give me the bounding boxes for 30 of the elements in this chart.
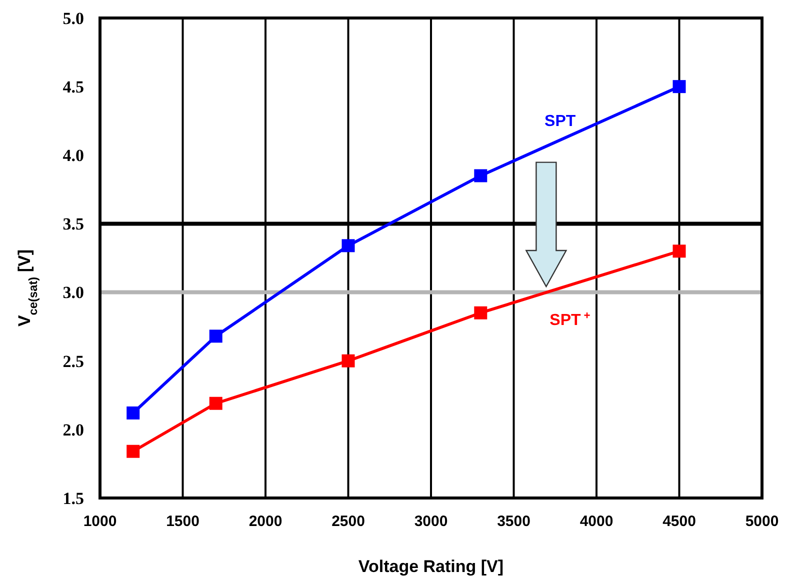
x-tick-label: 1000 <box>83 513 117 530</box>
x-tick-label: 2500 <box>332 513 365 530</box>
series-label: SPT <box>544 113 576 130</box>
point <box>209 396 222 410</box>
x-tick-label: 1500 <box>166 513 200 530</box>
point <box>126 444 140 458</box>
y-tick-label: 3.5 <box>62 214 84 234</box>
point <box>474 169 488 182</box>
x-tick-label: 2000 <box>248 513 282 530</box>
y-tick-label: 5.0 <box>62 8 84 28</box>
point <box>342 239 355 252</box>
x-tick-label: 4000 <box>580 513 614 530</box>
y-tick-label: 4.0 <box>62 146 84 166</box>
point <box>342 354 355 368</box>
point <box>474 306 488 320</box>
y-tick-label: 2.5 <box>62 352 84 371</box>
point <box>672 80 686 94</box>
x-tick-label: 5000 <box>745 513 779 530</box>
y-tick-label: 2.0 <box>62 420 84 440</box>
y-tick-label: 1.5 <box>62 488 84 508</box>
x-tick-label: 3000 <box>414 513 448 530</box>
point <box>672 244 686 258</box>
y-tick-label: 4.5 <box>62 78 84 97</box>
x-tick-label: 3500 <box>497 513 530 530</box>
x-tick-label: 4500 <box>662 513 696 530</box>
y-tick-label: 3.0 <box>62 283 84 302</box>
x-axis-title: Voltage Rating [V] <box>358 557 504 576</box>
series-label: SPT$^{+}$ <box>550 310 591 330</box>
point <box>126 406 140 420</box>
point <box>209 330 222 343</box>
